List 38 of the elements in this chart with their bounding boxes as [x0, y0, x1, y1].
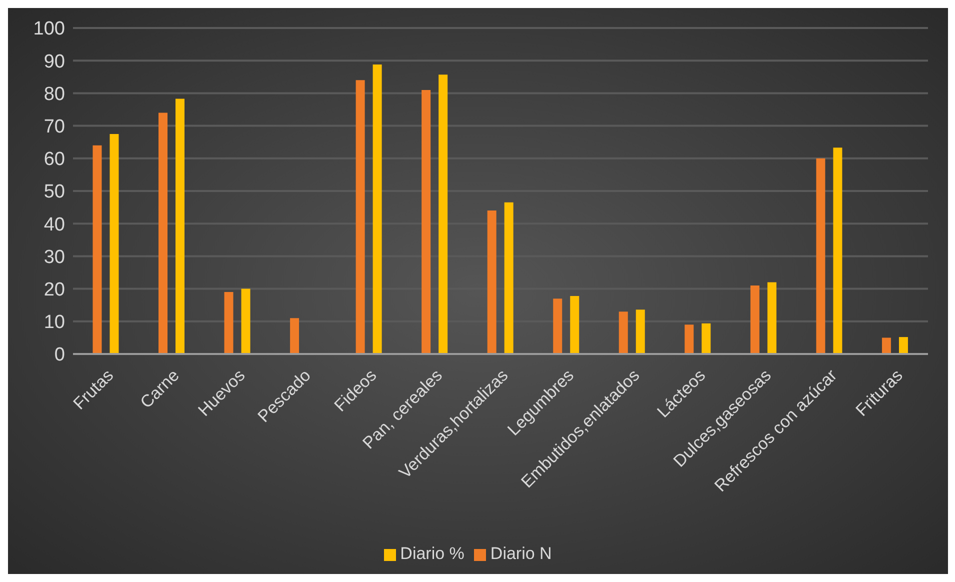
legend-label: Diario N — [490, 544, 552, 563]
bar — [750, 286, 760, 354]
y-tick-label: 10 — [44, 312, 65, 334]
y-tick-label: 40 — [44, 214, 65, 236]
bar — [356, 80, 365, 354]
legend-label: Diario % — [400, 544, 464, 563]
bar — [684, 324, 694, 354]
bar — [422, 90, 431, 354]
y-tick-label: 0 — [54, 344, 65, 366]
bar — [898, 337, 908, 354]
y-tick-label: 60 — [44, 149, 65, 170]
bar — [110, 134, 119, 354]
y-tick-label: 20 — [44, 280, 65, 301]
bar — [224, 292, 234, 354]
bar — [241, 288, 250, 354]
y-tick-label: 70 — [44, 116, 65, 138]
bar — [290, 318, 300, 354]
bar — [158, 112, 168, 354]
bar — [767, 282, 776, 354]
bar — [833, 148, 842, 354]
bar — [372, 64, 382, 354]
y-tick-label: 50 — [44, 182, 65, 203]
bar — [702, 323, 711, 354]
bar — [176, 98, 184, 354]
bar — [438, 74, 448, 354]
bar — [882, 338, 891, 354]
y-tick-label: 90 — [44, 51, 65, 72]
y-tick-label: 30 — [44, 246, 65, 268]
y-tick-label: 100 — [33, 18, 65, 40]
bar — [618, 312, 628, 354]
bar — [570, 296, 580, 354]
bar — [816, 158, 826, 354]
y-tick-label: 80 — [44, 84, 65, 105]
bar — [487, 210, 496, 354]
bar — [92, 145, 102, 354]
bar — [553, 298, 562, 354]
bar — [636, 310, 645, 354]
bar — [504, 202, 514, 354]
